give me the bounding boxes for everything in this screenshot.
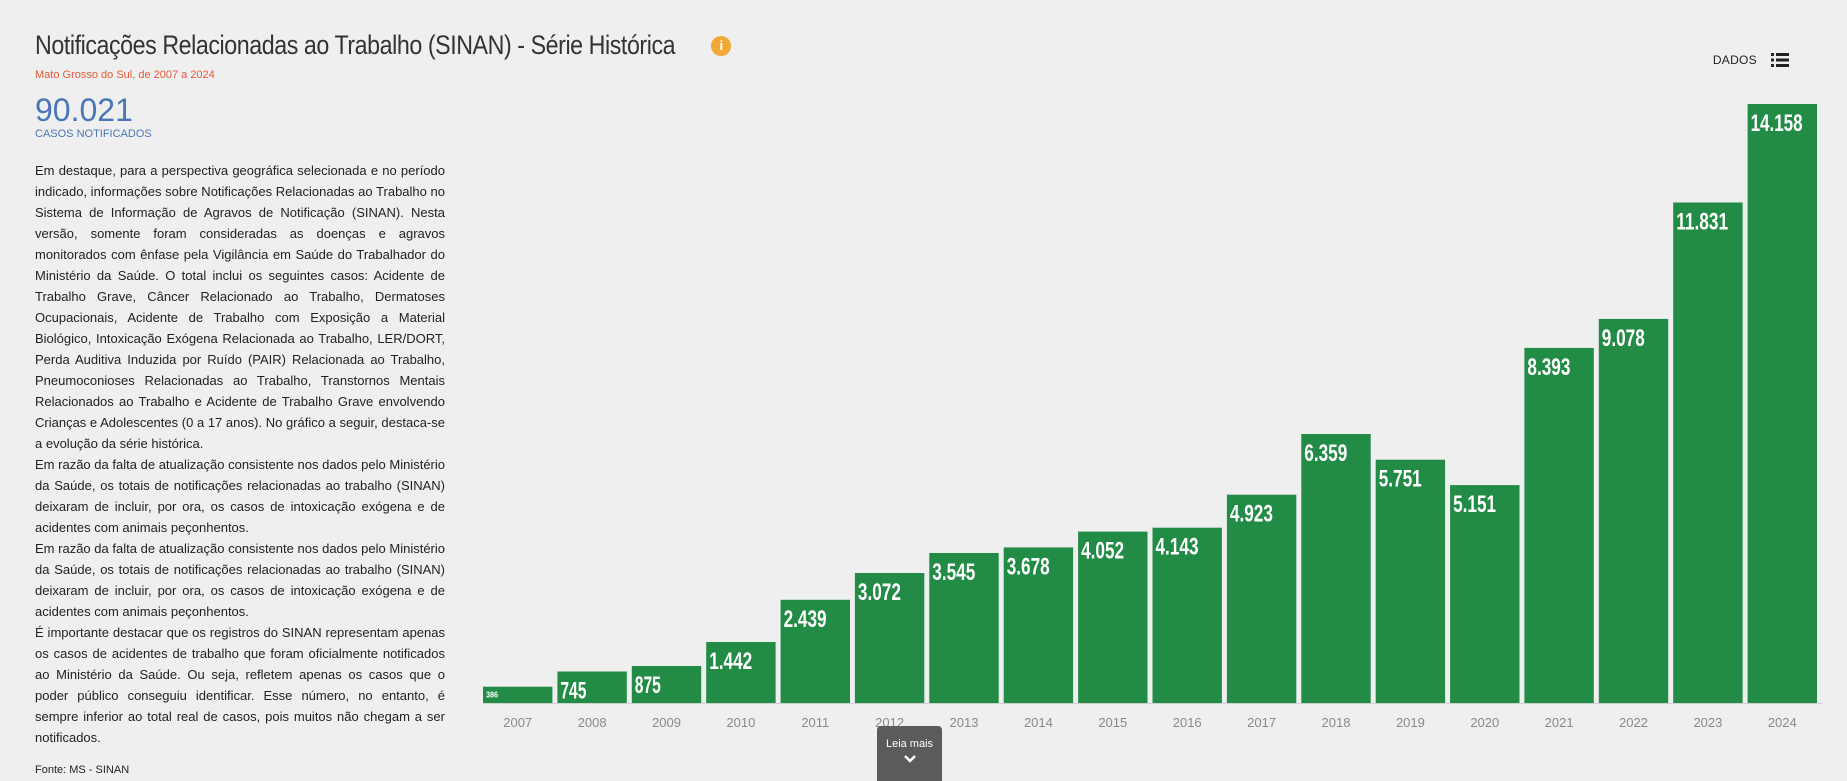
page-subtitle: Mato Grosso do Sul, de 2007 a 2024	[35, 69, 215, 81]
x-tick-label: 2016	[1173, 715, 1202, 730]
read-more-label: Leia mais	[885, 738, 934, 750]
description: Em destaque, para a perspectiva geográfi…	[35, 160, 445, 748]
bar-value-label: 386	[486, 691, 498, 700]
x-tick-label: 2011	[801, 715, 829, 730]
bar-value-label: 4.143	[1156, 534, 1199, 561]
bar-value-label: 745	[560, 678, 586, 705]
bar-value-label: 14.158	[1751, 110, 1803, 137]
description-paragraph: Em razão da falta de atualização consist…	[35, 541, 445, 619]
bar-value-label: 5.151	[1453, 491, 1496, 518]
bar-value-label: 3.072	[858, 579, 901, 606]
bar-value-label: 2.439	[784, 606, 827, 633]
bar-value-label: 3.545	[932, 559, 975, 586]
bar-value-label: 4.052	[1081, 538, 1124, 565]
bar-value-label: 4.923	[1230, 501, 1273, 528]
x-tick-label: 2022	[1619, 715, 1648, 730]
data-button[interactable]: DADOS	[1713, 53, 1789, 67]
list-icon	[1771, 53, 1789, 67]
info-icon[interactable]: i	[711, 35, 732, 56]
bar-2018[interactable]	[1301, 434, 1371, 703]
bar-value-label: 875	[635, 672, 661, 699]
x-tick-label: 2015	[1098, 715, 1127, 730]
read-more-button[interactable]: Leia mais	[877, 726, 942, 781]
bar-2008[interactable]	[557, 671, 627, 704]
bar-2021[interactable]	[1524, 347, 1594, 703]
x-tick-label: 2020	[1470, 715, 1499, 730]
bar-2011[interactable]	[780, 599, 850, 703]
x-tick-label: 2007	[503, 715, 532, 730]
bar-2012[interactable]	[854, 573, 925, 703]
x-tick-label: 2008	[578, 715, 607, 730]
bar-value-label: 3.678	[1007, 553, 1050, 580]
bar-2019[interactable]	[1375, 459, 1446, 703]
bar-value-label: 8.393	[1527, 354, 1570, 381]
bar-2009[interactable]	[631, 666, 702, 703]
data-button-label: DADOS	[1712, 53, 1757, 67]
description-paragraph: Em destaque, para a perspectiva geográfi…	[35, 163, 445, 451]
bar-value-label: 5.751	[1379, 466, 1422, 493]
bar-2016[interactable]	[1152, 527, 1222, 703]
bar-2014[interactable]	[1003, 547, 1074, 703]
x-tick-label: 2021	[1545, 715, 1574, 730]
x-tick-label: 2013	[950, 715, 979, 730]
bar-2024[interactable]	[1747, 104, 1817, 703]
x-tick-label: 2010	[726, 715, 755, 730]
source-note: Fonte: MS - SINAN	[35, 764, 130, 776]
x-tick-label: 2023	[1693, 715, 1722, 730]
bar-2010[interactable]	[706, 642, 776, 703]
x-tick-label: 2014	[1024, 715, 1053, 730]
x-tick-label: 2009	[652, 715, 681, 730]
x-tick-label: 2019	[1396, 715, 1425, 730]
bar-2022[interactable]	[1598, 318, 1669, 703]
description-paragraph: Em razão da falta de atualização consist…	[35, 457, 445, 535]
bar-value-label: 11.831	[1676, 209, 1728, 236]
x-tick-label: 2017	[1247, 715, 1276, 730]
total-cases-value: 90.021	[35, 92, 133, 128]
bar-2015[interactable]	[1078, 531, 1148, 703]
bar-2020[interactable]	[1450, 485, 1520, 703]
bar-2023[interactable]	[1673, 202, 1743, 704]
x-tick-label: 2024	[1768, 715, 1797, 730]
bar-value-label: 6.359	[1304, 440, 1347, 467]
bar-2007[interactable]	[483, 686, 553, 703]
bar-value-label: 9.078	[1602, 325, 1645, 352]
bar-2017[interactable]	[1226, 494, 1297, 703]
x-tick-label: 2018	[1322, 715, 1351, 730]
title-row: Notificações Relacionadas ao Trabalho (S…	[35, 30, 732, 61]
description-paragraph: É importante destacar que os registros d…	[35, 625, 445, 745]
total-cases-label: CASOS NOTIFICADOS	[35, 128, 152, 140]
bar-value-label: 1.442	[709, 648, 752, 675]
page-title: Notificações Relacionadas ao Trabalho (S…	[35, 30, 676, 60]
bar-2013[interactable]	[929, 553, 999, 703]
chevron-down-icon	[903, 755, 916, 763]
